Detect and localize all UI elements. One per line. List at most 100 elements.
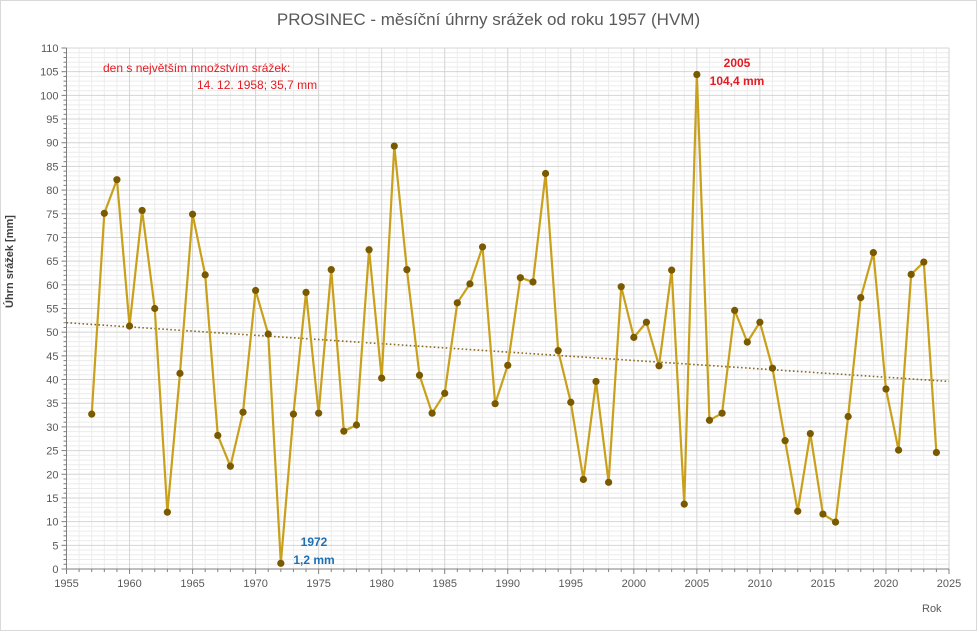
y-tick-label: 100: [40, 90, 58, 102]
x-tick-label: 1965: [180, 578, 204, 590]
data-point: [453, 299, 461, 307]
y-tick-label: 20: [46, 469, 58, 481]
data-point: [592, 377, 600, 386]
data-point: [428, 409, 436, 417]
x-tick-label: 1960: [117, 578, 141, 590]
y-tick-label: 30: [46, 422, 58, 434]
annotation-max-day-label: den s největším množstvím srážek:: [103, 61, 290, 75]
annotation-max-day-value: 14. 12. 1958; 35,7 mm: [197, 78, 317, 92]
y-tick-label: 50: [46, 327, 58, 339]
data-point: [920, 258, 928, 266]
x-tick-label: 2010: [748, 578, 772, 590]
data-point: [781, 437, 789, 445]
y-tick-label: 95: [46, 114, 58, 126]
x-tick-label: 1990: [496, 578, 520, 590]
major-gridlines: [66, 47, 950, 570]
x-tick-label: 2020: [874, 578, 898, 590]
annotations-group: den s největším množstvím srážek: 14. 12…: [103, 56, 764, 567]
data-point: [605, 478, 613, 486]
data-point: [214, 431, 222, 440]
series-group: [88, 70, 940, 567]
y-tick-label: 0: [52, 564, 58, 576]
data-point: [857, 294, 865, 302]
x-tick-label: 1985: [432, 578, 456, 590]
data-point: [113, 176, 121, 184]
data-point: [415, 371, 424, 379]
data-point: [352, 421, 361, 429]
data-point: [579, 475, 587, 484]
data-point: [844, 412, 852, 421]
data-point: [277, 559, 285, 567]
data-point: [365, 246, 373, 254]
data-point: [768, 364, 777, 372]
x-tick-label: 1975: [306, 578, 330, 590]
axes: [61, 47, 950, 574]
data-point: [289, 410, 298, 418]
y-tick-label: 105: [40, 67, 58, 79]
annotation-min-year: 1972: [301, 535, 328, 549]
data-point: [478, 243, 487, 251]
data-point: [466, 280, 474, 288]
data-point: [201, 271, 209, 279]
data-point: [138, 206, 146, 215]
data-point: [882, 385, 890, 393]
data-point: [390, 142, 398, 150]
data-point: [642, 318, 651, 326]
y-tick-label: 65: [46, 256, 58, 268]
data-point: [163, 508, 171, 516]
x-tick-label: 1980: [369, 578, 393, 590]
data-point: [680, 500, 688, 508]
y-tick-label: 45: [46, 351, 58, 363]
data-point: [554, 347, 562, 355]
data-point: [668, 266, 676, 274]
data-point: [378, 374, 386, 382]
y-tick-label: 90: [46, 138, 58, 150]
annotation-max-year: 2005: [724, 56, 751, 70]
chart-title: PROSINEC - měsíční úhrny srážek od roku …: [276, 10, 701, 29]
data-point: [718, 409, 726, 417]
data-point: [327, 266, 335, 274]
data-point: [441, 389, 449, 397]
data-point: [100, 209, 108, 217]
x-tick-label: 2015: [811, 578, 835, 590]
data-point: [529, 278, 537, 286]
data-point: [340, 427, 348, 435]
data-point: [403, 266, 411, 274]
data-point: [819, 510, 827, 518]
y-tick-label: 110: [41, 43, 59, 55]
data-point: [252, 286, 260, 295]
data-point: [756, 318, 764, 326]
y-tick-label: 25: [46, 446, 58, 458]
data-point: [264, 330, 272, 338]
x-axis-label: Rok: [922, 603, 942, 615]
y-tick-label: 70: [46, 232, 58, 244]
y-tick-label: 40: [46, 375, 58, 387]
series-line: [90, 73, 938, 565]
data-point: [176, 369, 184, 377]
y-tick-label: 15: [46, 493, 58, 505]
data-point: [743, 338, 751, 346]
data-point: [541, 169, 550, 178]
data-point: [655, 362, 663, 370]
data-point: [504, 361, 512, 369]
data-point: [907, 270, 915, 278]
data-point: [806, 429, 814, 438]
data-point: [567, 398, 575, 406]
data-point: [226, 462, 234, 470]
y-tick-label: 75: [46, 209, 58, 221]
data-point: [705, 416, 714, 424]
y-tick-label: 55: [46, 304, 58, 316]
data-point: [188, 210, 197, 218]
data-point: [617, 283, 625, 291]
data-point: [491, 400, 499, 408]
data-point: [151, 304, 159, 313]
y-tick-label: 85: [46, 161, 58, 173]
y-tick-label: 10: [46, 517, 58, 529]
y-tick-label: 80: [46, 185, 58, 197]
trendline-group: [66, 321, 950, 383]
data-point: [302, 288, 310, 296]
annotation-max-value: 104,4 mm: [710, 74, 765, 88]
data-point: [88, 410, 96, 418]
data-point: [239, 408, 247, 416]
